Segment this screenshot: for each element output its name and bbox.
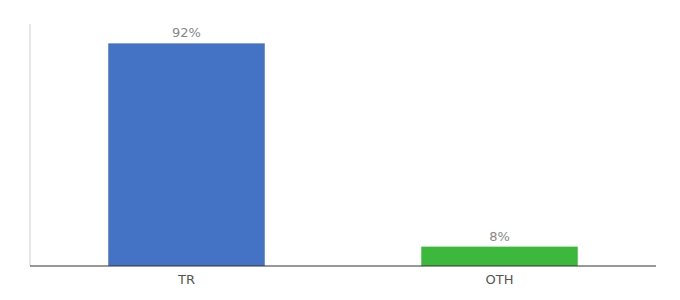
- chart-svg: TR OTH 92% 8%: [0, 0, 680, 300]
- bars: [108, 43, 578, 266]
- bar: [108, 43, 265, 266]
- x-tick-label: TR: [177, 272, 195, 287]
- chart-container: TR OTH 92% 8%: [0, 0, 680, 300]
- data-label: 92%: [172, 25, 201, 40]
- y-axis-line: [30, 24, 31, 266]
- x-axis-line: [30, 265, 656, 266]
- x-tick-label: OTH: [486, 272, 514, 287]
- data-label: 8%: [489, 229, 510, 244]
- bar: [421, 247, 578, 266]
